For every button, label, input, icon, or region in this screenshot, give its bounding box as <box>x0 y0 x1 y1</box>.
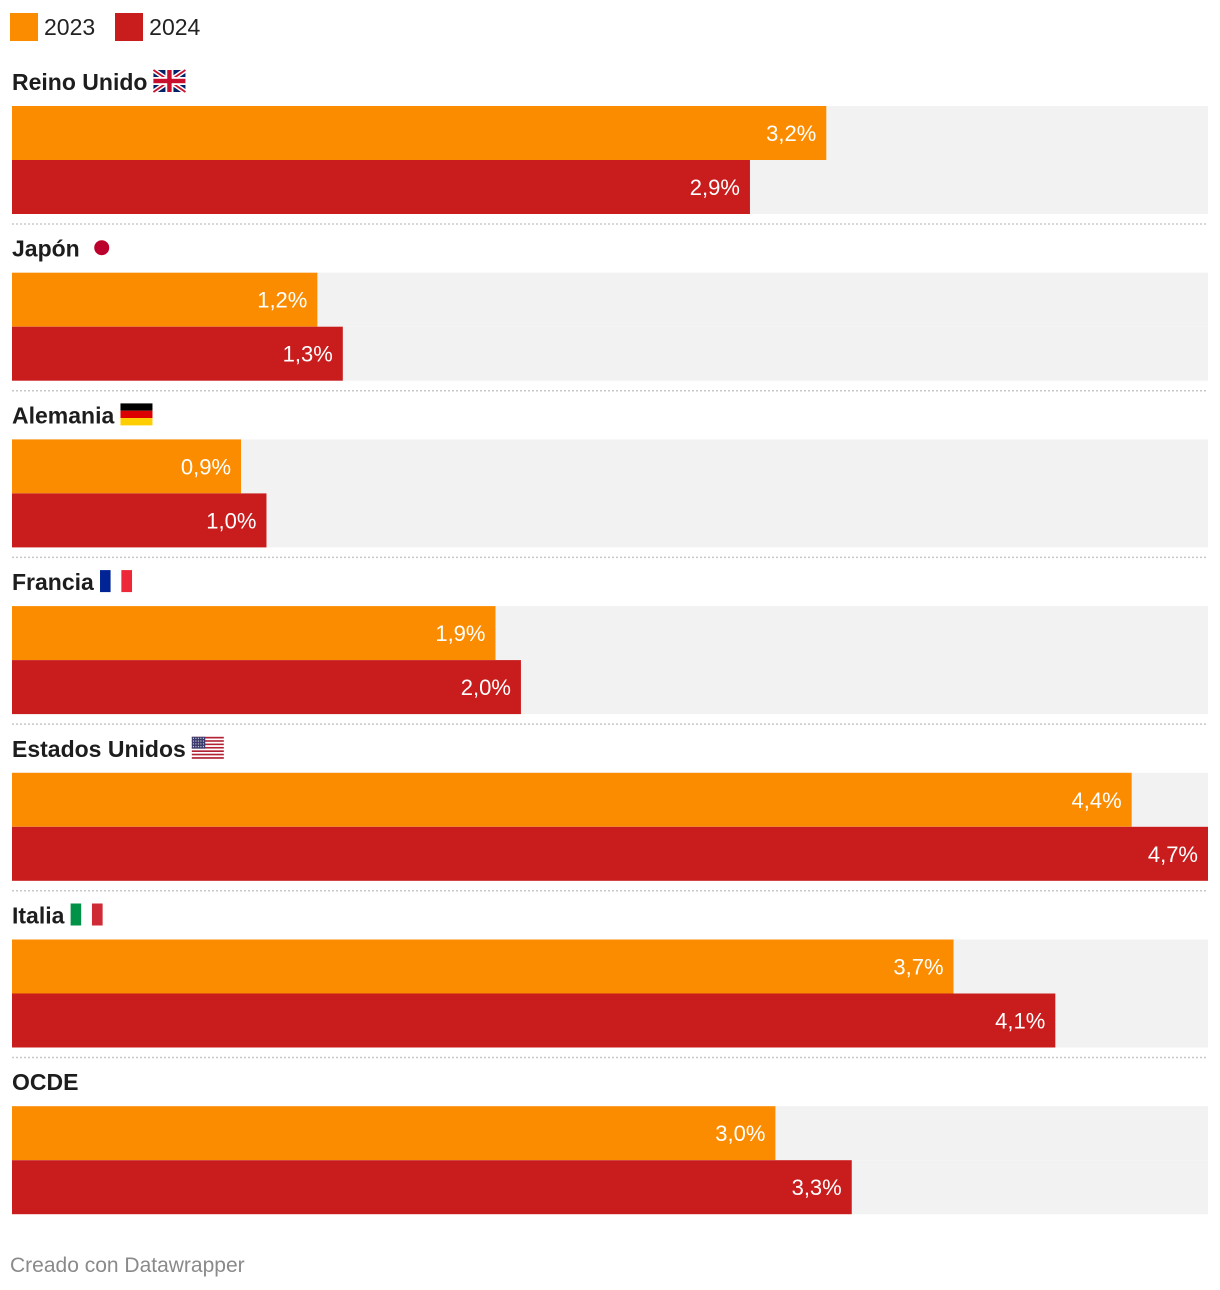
category-label-ocde: OCDE <box>12 1069 78 1095</box>
data-label-2024-francia: 2,0% <box>461 675 511 700</box>
footer-credit: Creado con Datawrapper <box>10 1254 245 1277</box>
data-label-2023-estados-unidos: 4,4% <box>1072 788 1122 813</box>
bar-2023-italia <box>12 939 954 994</box>
bar-2024-estados-unidos <box>12 826 1208 881</box>
bar-group-italia: Italia 3,7% 4,1% <box>12 903 1208 1059</box>
data-label-2023-alemania: 0,9% <box>181 454 231 479</box>
bar-2024-ocde <box>12 1160 852 1215</box>
japan-flag-icon <box>85 236 118 259</box>
data-label-2023-reino-unido: 3,2% <box>766 121 816 146</box>
bar-2023-reino-unido <box>12 106 827 160</box>
bar-group-estados-unidos: Estados Unidos 4,4% 4,7% <box>12 736 1208 892</box>
legend-swatch-2023 <box>10 13 38 41</box>
bar-2023-japon <box>12 272 318 327</box>
bar-2024-francia <box>12 660 521 715</box>
bar-2023-alemania <box>12 439 242 494</box>
bar-2024-italia <box>12 993 1056 1048</box>
legend-label-2024: 2024 <box>149 13 201 40</box>
chart-legend: 2023 2024 <box>10 12 220 42</box>
category-label-italia: Italia <box>12 903 65 929</box>
usa-flag-icon <box>191 736 224 759</box>
bar-2024-reino-unido <box>12 160 750 214</box>
legend-item-2024: 2024 <box>115 13 200 41</box>
category-label-japon: Japón <box>12 236 80 262</box>
data-label-2023-italia: 3,7% <box>893 955 943 980</box>
bar-group-reino-unido: Reino Unido 3,2% 2,9% <box>12 67 1208 225</box>
bar-2024-alemania <box>12 493 267 548</box>
bar-group-japon: Japón 1,2% 1,3% <box>12 236 1208 392</box>
legend-label-2023: 2023 <box>44 13 96 40</box>
data-label-2024-reino-unido: 2,9% <box>690 175 740 200</box>
bar-group-francia: Francia 1,9% 2,0% <box>12 569 1208 725</box>
bar-2023-estados-unidos <box>12 772 1132 827</box>
data-label-2024-estados-unidos: 4,7% <box>1148 842 1198 867</box>
category-label-reino-unido: Reino Unido <box>12 69 147 95</box>
bar-group-ocde: OCDE 3,0% 3,3% <box>12 1069 1208 1215</box>
category-label-alemania: Alemania <box>12 402 114 428</box>
data-label-2024-ocde: 3,3% <box>792 1175 842 1200</box>
category-label-estados-unidos: Estados Unidos <box>12 736 186 762</box>
data-label-2024-alemania: 1,0% <box>206 508 256 533</box>
uk-flag-icon <box>152 67 187 95</box>
germany-flag-icon <box>120 403 153 426</box>
category-label-francia: Francia <box>12 569 94 595</box>
data-label-2023-francia: 1,9% <box>435 621 485 646</box>
legend-swatch-2024 <box>115 13 144 41</box>
bar-2023-ocde <box>12 1106 776 1161</box>
data-label-2024-italia: 4,1% <box>995 1009 1045 1034</box>
data-label-2023-ocde: 3,0% <box>715 1121 765 1146</box>
france-flag-icon <box>100 570 133 593</box>
italy-flag-icon <box>70 903 103 926</box>
bar-group-alemania: Alemania 0,9% 1,0% <box>12 402 1208 559</box>
legend-item-2023: 2023 <box>10 13 95 41</box>
data-label-2024-japon: 1,3% <box>283 342 333 367</box>
data-label-2023-japon: 1,2% <box>257 288 307 313</box>
bar-2024-japon <box>12 326 343 381</box>
bar-2023-francia <box>12 606 496 661</box>
